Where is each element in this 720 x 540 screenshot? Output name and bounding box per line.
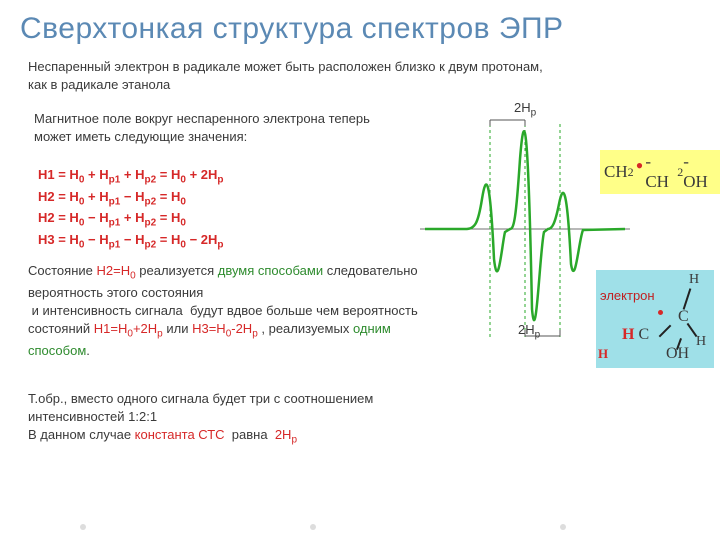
equation-h2a: H2 = H0 + Hp1 − Hp2 = H0 bbox=[38, 188, 224, 210]
atom-hc: H C bbox=[622, 326, 649, 344]
equation-h3: H3 = H0 − Hp1 − Hp2 = H0 − 2Hp bbox=[38, 231, 224, 253]
page-title: Сверхтонкая структура спектров ЭПР bbox=[20, 12, 564, 46]
electron-label: электрон bbox=[600, 288, 655, 303]
decoration-dot-icon bbox=[560, 524, 566, 530]
formula-sub-2a: 2 bbox=[628, 165, 634, 180]
atom-h-right: H bbox=[696, 334, 706, 350]
formula-ch2: CH bbox=[604, 162, 628, 182]
atom-h-top: H bbox=[689, 272, 699, 288]
decoration-dot-icon bbox=[310, 524, 316, 530]
magnet-field-text: Магнитное поле вокруг неспаренного элект… bbox=[34, 110, 404, 145]
state-probability-text: Состояние Н2=Н0 реализуется двумя способ… bbox=[28, 262, 428, 360]
conclusion-text: Т.обр., вместо одного сигнала будет три … bbox=[28, 390, 428, 448]
unpaired-electron-icon bbox=[658, 310, 663, 315]
formula-oh: - OH bbox=[683, 152, 716, 192]
label-on: H bbox=[598, 346, 608, 362]
equation-h2b: H2 = H0 − Hp1 + Hp2 = H0 bbox=[38, 209, 224, 231]
molecule-diagram: электрон H C H H C OH H bbox=[596, 270, 714, 368]
bond-icon bbox=[659, 325, 672, 338]
bond-icon bbox=[687, 323, 698, 337]
decoration-dot-icon bbox=[80, 524, 86, 530]
ethanol-radical-formula: CH2• - CH2 - OH bbox=[600, 150, 720, 194]
hyperfine-equations: H1 = H0 + Hp1 + Hp2 = H0 + 2Hp H2 = H0 +… bbox=[38, 166, 224, 252]
intro-text: Неспаренный электрон в радикале может бы… bbox=[28, 58, 548, 93]
formula-ch2-tail: - CH bbox=[645, 152, 677, 192]
bond-icon bbox=[683, 288, 692, 310]
equation-h1: H1 = H0 + Hp1 + Hp2 = H0 + 2Hp bbox=[38, 166, 224, 188]
